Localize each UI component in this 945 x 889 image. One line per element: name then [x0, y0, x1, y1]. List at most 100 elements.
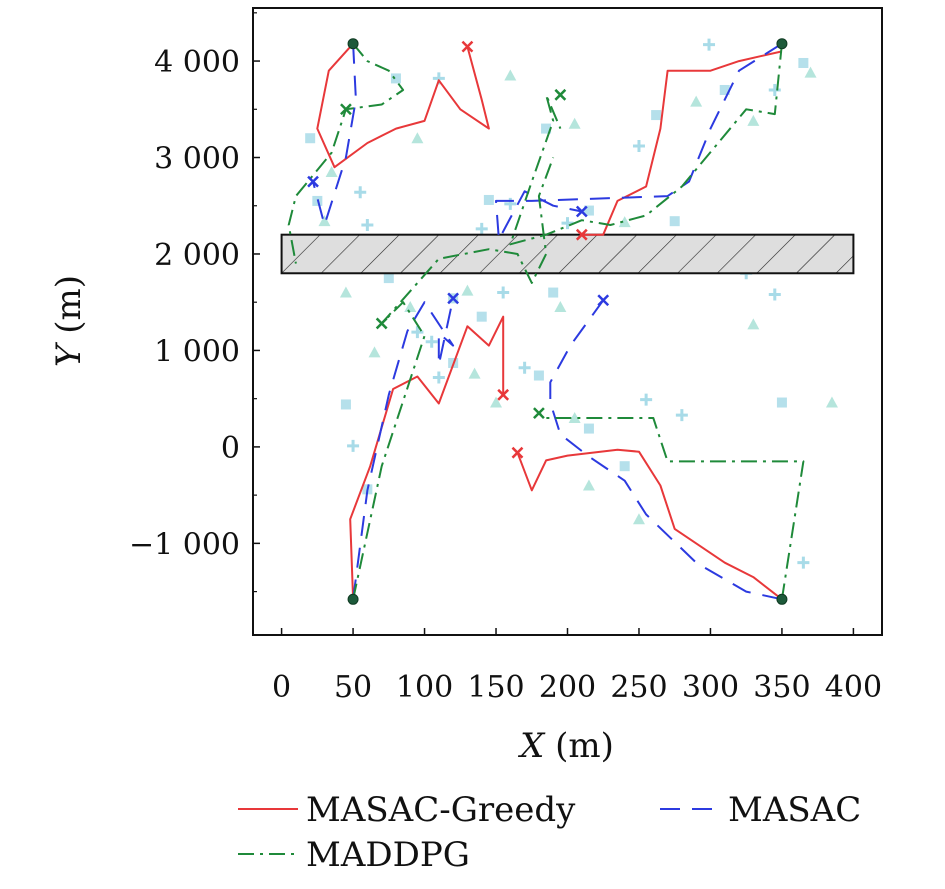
sensor-point	[768, 288, 781, 301]
y-tick-label: 3 000	[154, 142, 240, 177]
sensor-point	[669, 216, 680, 227]
sensor-point	[583, 423, 594, 434]
y-axis-label: Y (m)	[49, 275, 89, 367]
end-marker-maddpg	[554, 88, 567, 101]
x-tick-label: 50	[334, 670, 372, 705]
series-line-maddpg	[287, 43, 405, 264]
end-marker-masac	[447, 292, 460, 305]
x-tick-label: 150	[467, 670, 524, 705]
legend-label-masac-greedy: MASAC-Greedy	[306, 790, 576, 830]
end-marker-maddpg	[340, 103, 352, 116]
sensor-point	[354, 186, 367, 199]
sensor-point	[632, 513, 645, 525]
y-axis: −1 000 0 1 000 2 000 3 000 4 000	[129, 12, 260, 593]
sensor-point	[776, 397, 787, 408]
sensor-point	[797, 556, 810, 569]
sensor-point	[768, 83, 781, 96]
endpoint-markers	[307, 38, 788, 605]
sensor-point	[490, 396, 503, 408]
start-point	[347, 38, 359, 50]
sensor-point	[618, 216, 631, 228]
sensor-point	[632, 139, 645, 152]
x-tick-label: 200	[539, 670, 596, 705]
sensor-point	[541, 123, 552, 134]
y-tick-label: 4 000	[154, 45, 240, 80]
sensor-point	[554, 301, 567, 313]
sensor-point	[425, 335, 438, 348]
x-axis-label: X (m)	[517, 726, 614, 766]
sensor-point	[390, 73, 401, 84]
end-marker-masac-greedy	[497, 388, 510, 401]
legend: MASAC-Greedy MASAC MADDPG	[238, 790, 861, 875]
plot-frame	[252, 7, 883, 636]
sensor-point	[339, 286, 352, 298]
sensor-point	[368, 346, 381, 358]
end-marker-maddpg	[533, 407, 545, 420]
sensor-point	[305, 133, 316, 144]
sensor-point	[475, 222, 488, 235]
sensor-point	[798, 57, 809, 68]
sensor-point	[804, 66, 817, 78]
x-tick-label: 350	[753, 670, 810, 705]
sensor-point	[582, 479, 595, 491]
sensor-point	[825, 396, 838, 408]
series-line-masac-greedy	[516, 448, 783, 601]
sensor-point	[640, 393, 653, 406]
sensor-point	[340, 399, 351, 410]
sensor-point	[719, 84, 730, 95]
end-marker-masac-greedy	[461, 40, 474, 53]
y-tick-label: 1 000	[154, 334, 240, 369]
y-tick-label: 2 000	[154, 238, 240, 273]
sensor-point	[703, 38, 716, 51]
sensor-point	[361, 219, 374, 232]
series-lines	[287, 42, 805, 601]
sensor-point	[568, 411, 581, 423]
series-line-maddpg	[509, 43, 783, 246]
sensor-point	[476, 311, 487, 322]
series-line-masac	[312, 43, 357, 226]
sensor-point	[383, 273, 394, 284]
sensor-point	[483, 194, 494, 205]
sensor-point	[533, 370, 544, 381]
x-tick-label: 0	[272, 670, 291, 705]
sensor-point	[583, 205, 594, 216]
x-tick-label: 100	[396, 670, 453, 705]
obstacle-bar	[280, 233, 855, 275]
series-line-masac	[549, 299, 783, 601]
start-point	[776, 38, 788, 50]
series-line-masac	[495, 42, 783, 241]
sensor-point	[619, 461, 630, 472]
sensor-point	[675, 409, 688, 422]
x-tick-label: 400	[825, 670, 882, 705]
series-line-maddpg	[352, 157, 555, 600]
sensor-point	[747, 318, 760, 330]
sensor-point	[747, 114, 760, 126]
sensor-point	[504, 197, 517, 210]
sensor-point	[318, 215, 331, 227]
obstacle-region	[280, 233, 855, 275]
x-tick-label: 300	[682, 670, 739, 705]
sensor-point	[497, 286, 510, 299]
sensor-point	[651, 110, 662, 121]
series-line-masac	[352, 298, 455, 600]
sensor-point	[518, 361, 531, 374]
y-tick-label: 0	[221, 431, 240, 466]
end-marker-masac	[597, 294, 610, 307]
series-line-masac-greedy	[581, 50, 783, 236]
end-marker-masac-greedy	[511, 446, 524, 459]
sensor-point	[690, 95, 703, 107]
start-point	[347, 593, 359, 605]
x-tick-label: 250	[610, 670, 667, 705]
x-axis: 0 50 100 150 200 250 300 350 400	[272, 628, 882, 705]
sensor-point	[432, 371, 445, 384]
start-point	[776, 593, 788, 605]
sensor-point	[411, 132, 424, 144]
sensor-point	[548, 287, 559, 298]
end-marker-masac	[575, 205, 588, 218]
sensor-point	[568, 117, 581, 129]
sensor-points	[305, 38, 838, 569]
legend-label-maddpg: MADDPG	[306, 835, 470, 875]
series-line-masac-greedy	[349, 315, 505, 600]
sensor-point	[504, 69, 517, 81]
